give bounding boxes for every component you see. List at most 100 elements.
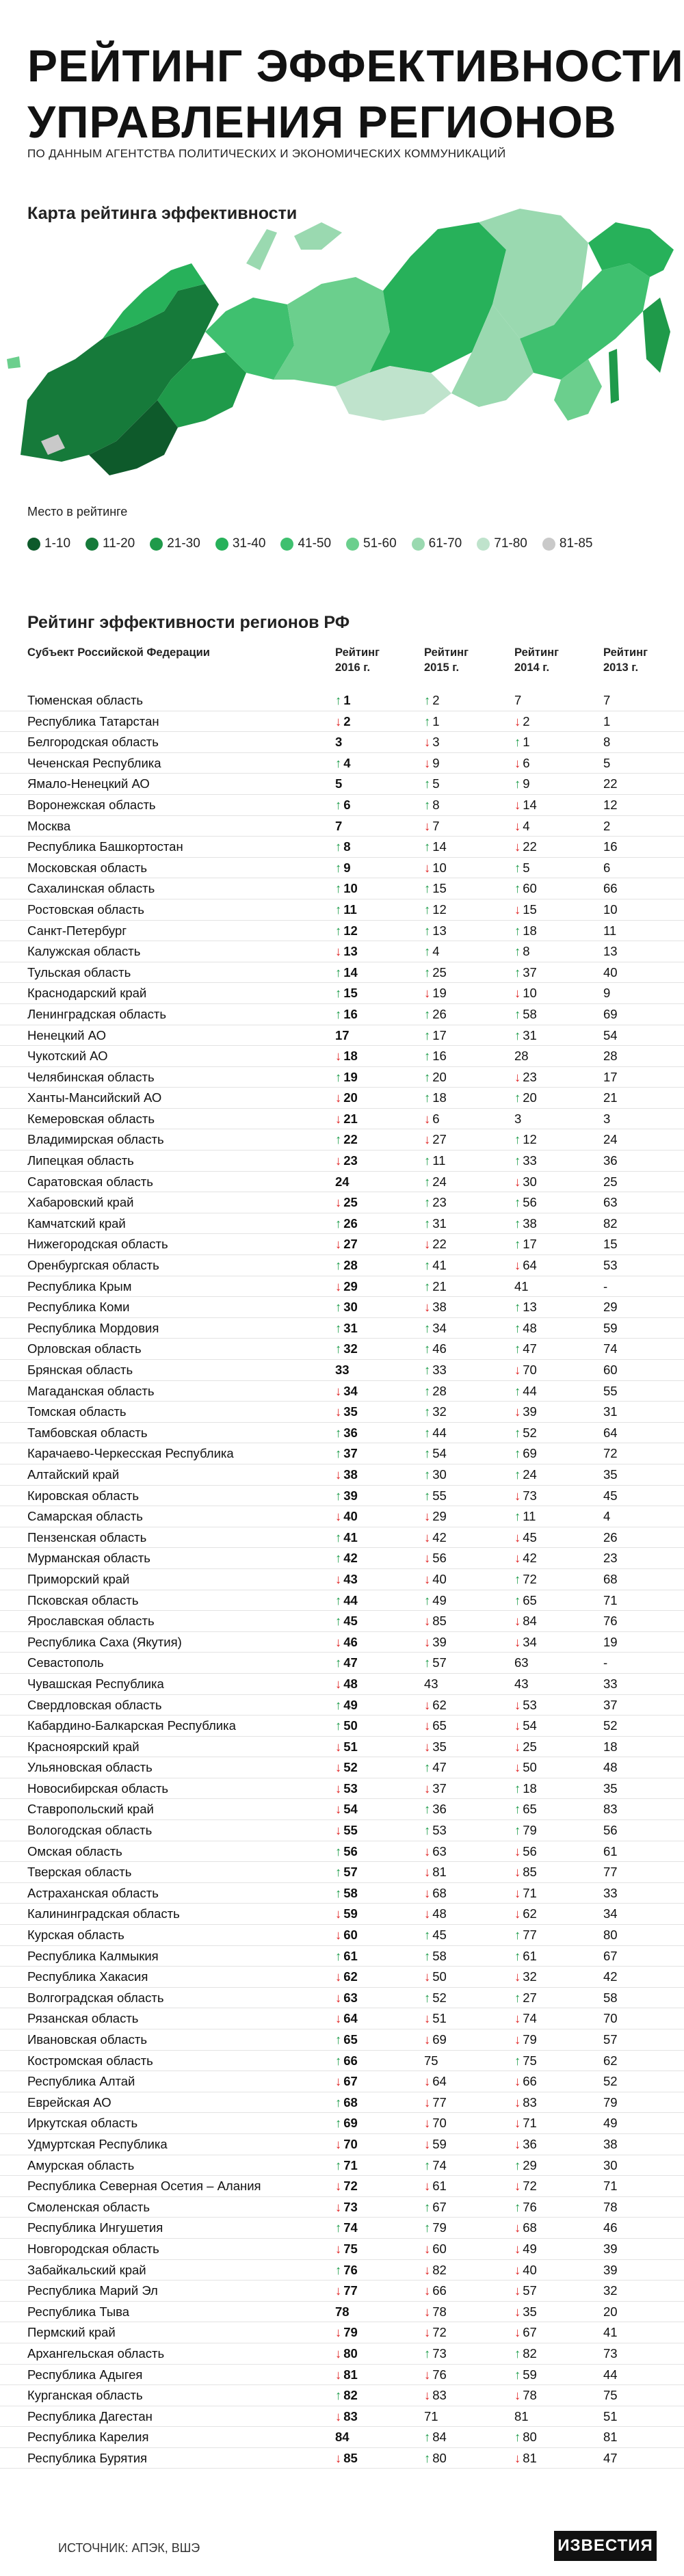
rank-2014: ↓ 73 <box>514 1486 537 1506</box>
table-row: Белгородская область 3 ↓ 3 ↑ 1 8 <box>0 732 684 753</box>
arrow-up-icon: ↑ <box>424 1488 431 1503</box>
arrow-up-icon: ↑ <box>424 944 431 959</box>
rank-2014: 63 <box>514 1653 529 1673</box>
table-row: Омская область ↑ 56 ↓ 63 ↓ 56 61 <box>0 1841 684 1863</box>
table-row: Томская область ↓ 35 ↑ 32 ↓ 39 31 <box>0 1402 684 1423</box>
rank-2016: ↑ 68 <box>335 2092 358 2113</box>
arrow-down-icon: ↓ <box>335 1153 342 1168</box>
arrow-down-icon: ↓ <box>514 986 521 1001</box>
arrow-down-icon: ↓ <box>514 713 521 728</box>
rank-2013: 57 <box>603 2032 618 2047</box>
region-name: Камчатский край <box>27 1215 126 1231</box>
rank-value: 15 <box>432 881 447 896</box>
table-row: Ростовская область ↑ 11 ↑ 12 ↓ 15 10 <box>0 899 684 921</box>
arrow-down-icon: ↓ <box>514 1614 521 1629</box>
rank-2014: ↓ 15 <box>514 899 537 920</box>
arrow-down-icon: ↓ <box>514 839 521 854</box>
rank-2015: ↓ 27 <box>424 1129 447 1150</box>
rank-value: 28 <box>432 1383 447 1398</box>
rank-2014: ↑ 80 <box>514 2427 537 2447</box>
legend-item: 61-70 <box>411 536 462 551</box>
rank-value: 37 <box>432 1780 447 1796</box>
region-name: Московская область <box>27 860 148 875</box>
rank-2013: 1 <box>603 713 611 728</box>
rank-2014: ↑ 77 <box>514 1925 537 1945</box>
rank-value: 8 <box>343 839 351 854</box>
table-row: Республика Крым ↓ 29 ↑ 21 41 - <box>0 1276 684 1298</box>
rank-value: 39 <box>432 1634 447 1649</box>
arrow-up-icon: ↑ <box>335 1300 342 1315</box>
rank-value: 42 <box>523 1551 537 1566</box>
arrow-up-icon: ↑ <box>335 881 342 896</box>
arrow-down-icon: ↓ <box>514 2116 521 2131</box>
arrow-up-icon: ↑ <box>335 1592 342 1607</box>
arrow-down-icon: ↓ <box>335 1571 342 1586</box>
arrow-up-icon: ↑ <box>424 1258 431 1273</box>
region-name: Кабардино-Балкарская Республика <box>27 1718 236 1733</box>
rank-value: 47 <box>523 1341 537 1356</box>
rank-value: 23 <box>523 1069 537 1084</box>
arrow-down-icon: ↓ <box>514 1760 521 1775</box>
rank-value: 80 <box>523 2430 537 2445</box>
arrow-up-icon: ↑ <box>424 1320 431 1335</box>
rank-value: 81 <box>514 2408 529 2423</box>
rank-2016: 17 <box>335 1025 350 1046</box>
rank-2015: ↑ 12 <box>424 899 447 920</box>
arrow-down-icon: ↓ <box>335 2011 342 2026</box>
rank-value: 10 <box>523 986 537 1001</box>
rank-value: 30 <box>343 1300 358 1315</box>
rank-value: 67 <box>432 2199 447 2214</box>
rank-value: 85 <box>343 2450 358 2465</box>
rank-value: 53 <box>343 1780 358 1796</box>
rank-2014: ↑ 38 <box>514 1213 537 1234</box>
arrow-up-icon: ↑ <box>335 1006 342 1021</box>
rank-value: 29 <box>432 1509 447 1524</box>
rank-value: 54 <box>523 1718 537 1733</box>
rank-value: 71 <box>343 2157 358 2172</box>
rank-value: 50 <box>523 1760 537 1775</box>
rank-2015: ↑ 8 <box>424 795 440 815</box>
table-row: Тульская область ↑ 14 ↑ 25 ↑ 37 40 <box>0 962 684 984</box>
rank-2015: ↓ 72 <box>424 2322 447 2343</box>
rank-2015: ↑ 28 <box>424 1381 447 1402</box>
arrow-up-icon: ↑ <box>514 1383 521 1398</box>
table-row: Ненецкий АО 17 ↑ 17 ↑ 31 54 <box>0 1025 684 1047</box>
arrow-up-icon: ↑ <box>335 1132 342 1147</box>
arrow-up-icon: ↑ <box>514 2157 521 2172</box>
rank-2015: ↓ 78 <box>424 2302 447 2322</box>
region-name: Рязанская область <box>27 2011 139 2026</box>
arrow-down-icon: ↓ <box>514 1906 521 1921</box>
rank-value: 45 <box>343 1614 358 1629</box>
rank-value: 18 <box>343 1049 358 1064</box>
rank-value: 57 <box>432 1655 447 1670</box>
table-row: Еврейская АО ↑ 68 ↓ 77 ↓ 83 79 <box>0 2092 684 2114</box>
arrow-up-icon: ↑ <box>335 1551 342 1566</box>
rank-2013: 9 <box>603 986 611 1001</box>
rank-2013: 60 <box>603 1363 618 1377</box>
region-name: Республика Адыгея <box>27 2367 143 2382</box>
arrow-up-icon: ↑ <box>424 881 431 896</box>
rank-value: 47 <box>343 1655 358 1670</box>
rank-value: 44 <box>343 1592 358 1607</box>
arrow-down-icon: ↓ <box>424 1634 431 1649</box>
rank-value: 66 <box>523 2074 537 2089</box>
table-row: Чеченская Республика ↑ 4 ↓ 9 ↓ 6 5 <box>0 753 684 774</box>
rank-2016: ↑ 82 <box>335 2385 358 2406</box>
arrow-up-icon: ↑ <box>514 1802 521 1817</box>
rank-value: 73 <box>343 2199 358 2214</box>
rank-value: 78 <box>523 2388 537 2403</box>
table-row: Республика Ингушетия ↑ 74 ↑ 79 ↓ 68 46 <box>0 2218 684 2239</box>
rank-2016: ↓ 34 <box>335 1381 358 1402</box>
arrow-down-icon: ↓ <box>514 2032 521 2047</box>
arrow-down-icon: ↓ <box>335 2199 342 2214</box>
rank-2015: ↓ 63 <box>424 1841 447 1862</box>
rank-2016: ↑ 1 <box>335 690 351 711</box>
rank-value: 60 <box>523 881 537 896</box>
rank-value: 8 <box>523 944 530 959</box>
rank-2013: 66 <box>603 881 618 896</box>
region-name: Новосибирская область <box>27 1780 169 1796</box>
rank-2013: 82 <box>603 1215 618 1231</box>
arrow-down-icon: ↓ <box>335 2179 342 2194</box>
rank-2014: ↑ 79 <box>514 1820 537 1841</box>
table-row: Липецкая область ↓ 23 ↑ 11 ↑ 33 36 <box>0 1151 684 1172</box>
